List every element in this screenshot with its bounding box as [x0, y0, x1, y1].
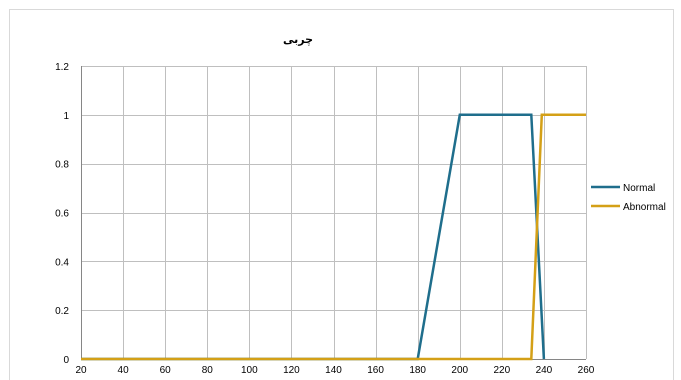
x-tick-label: 120: [283, 365, 300, 376]
legend: Normal Abnormal: [591, 183, 666, 213]
legend-label-abnormal: Abnormal: [623, 202, 666, 213]
x-tick-label: 100: [241, 365, 258, 376]
x-tick-label: 20: [75, 365, 87, 376]
y-tick-label: 0.4: [55, 257, 69, 268]
x-tick-label: 260: [578, 365, 595, 376]
y-tick-label: 0.2: [55, 306, 69, 317]
x-tick-label: 200: [451, 365, 468, 376]
series-line-normal: [81, 113, 546, 361]
gridlines: [81, 66, 587, 360]
axes: 0 0.2 0.4 0.6 0.8 1 1.2 20 40 60 80 100 120 140 160 180…: [55, 62, 595, 376]
x-tick-label: 60: [160, 365, 172, 376]
chart-area: [9, 9, 674, 380]
series-lines: [81, 113, 586, 361]
y-tick-label: 1: [63, 111, 69, 122]
x-tick-label: 220: [493, 365, 510, 376]
y-tick-label: 0: [63, 355, 69, 366]
x-tick-label: 160: [367, 365, 384, 376]
chart-title: چربی: [283, 33, 313, 46]
x-tick-label: 180: [409, 365, 426, 376]
series-line-abnormal: [81, 113, 586, 361]
x-tick-label: 80: [202, 365, 214, 376]
y-tick-label: 1.2: [55, 62, 69, 73]
y-tick-label: 0.8: [55, 160, 69, 171]
x-tick-label: 240: [536, 365, 553, 376]
y-tick-label: 0.6: [55, 209, 69, 220]
x-tick-label: 40: [118, 365, 130, 376]
legend-label-normal: Normal: [623, 183, 655, 194]
x-tick-label: 140: [325, 365, 342, 376]
